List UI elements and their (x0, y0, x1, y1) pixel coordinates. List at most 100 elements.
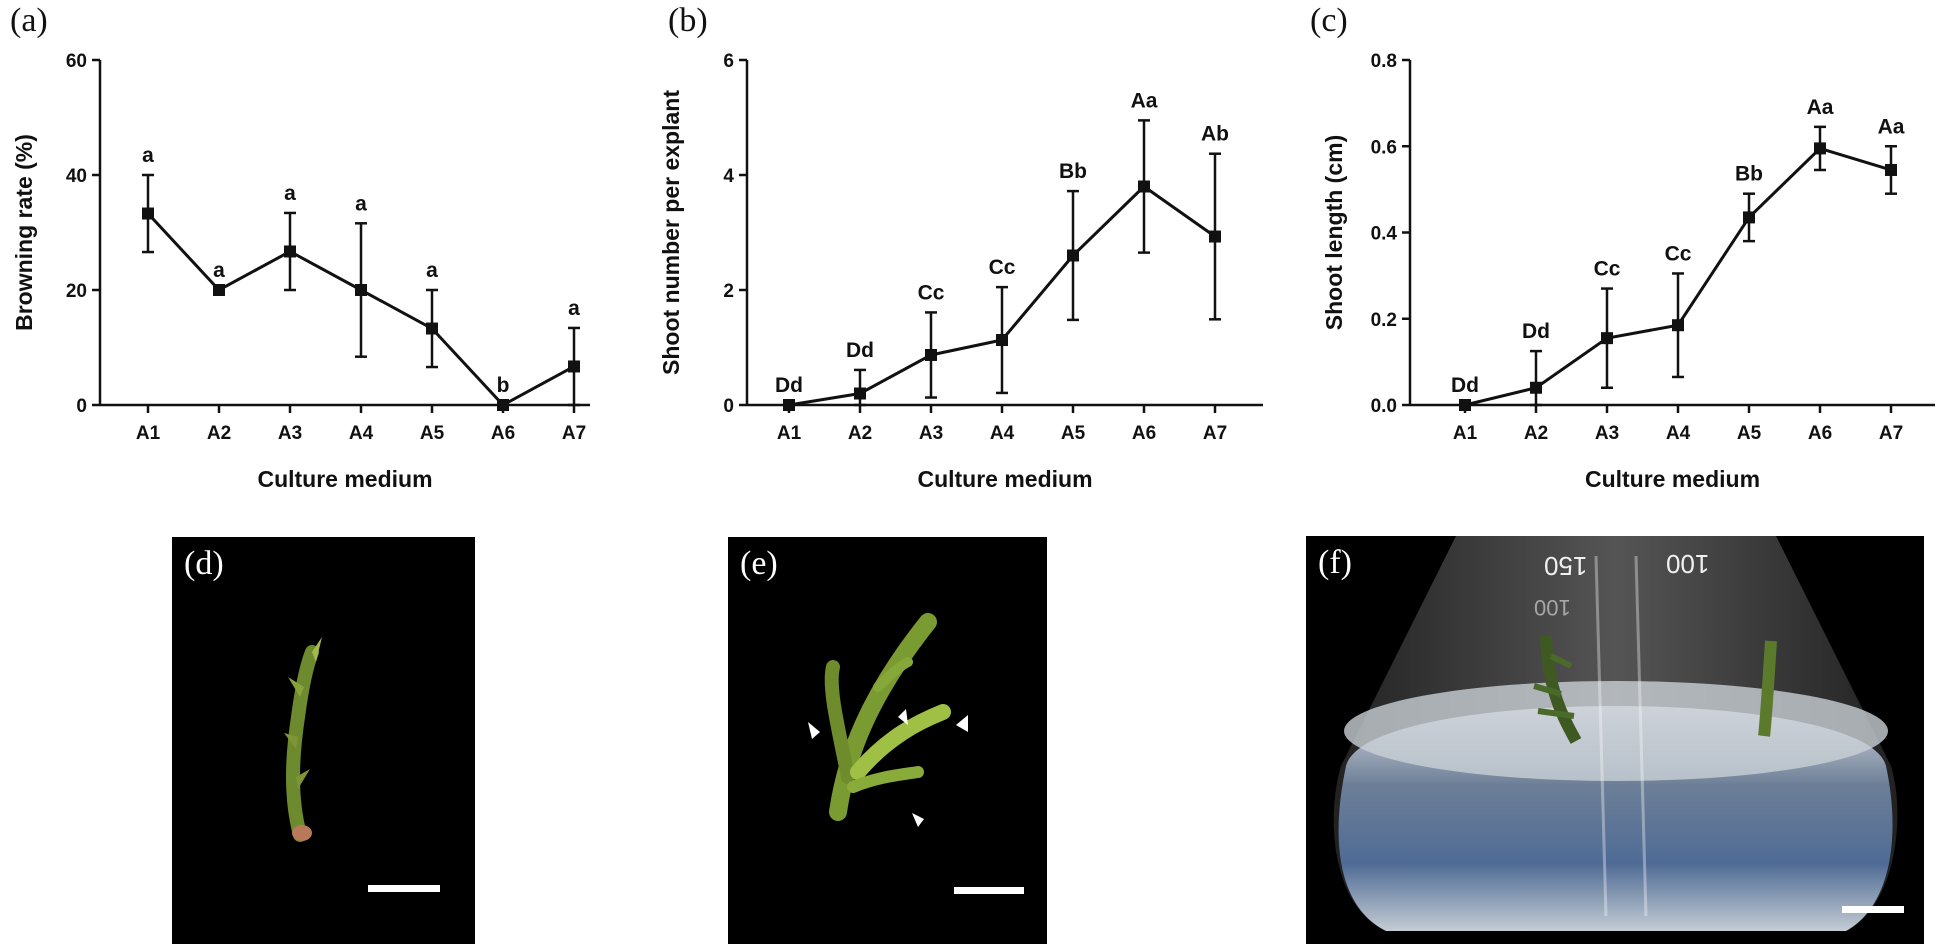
y-tick-label: 60 (66, 51, 87, 72)
significance-label: Cc (1594, 258, 1621, 281)
x-tick-label: A7 (562, 423, 586, 444)
significance-label: Dd (846, 339, 874, 362)
data-point (1814, 142, 1826, 155)
significance-label: Ab (1201, 123, 1229, 146)
y-tick-label: 0.4 (1371, 224, 1398, 245)
significance-label: Dd (1451, 374, 1479, 397)
photo-panel-d: (d) (172, 537, 475, 944)
y-tick-label: 2 (723, 281, 734, 302)
x-tick-label: A6 (491, 423, 515, 444)
flask-marking-150: 150 (1544, 551, 1588, 581)
x-tick-label: A1 (777, 423, 802, 444)
data-point (1530, 381, 1542, 394)
y-tick-label: 0.0 (1371, 396, 1397, 417)
significance-label: Aa (1131, 89, 1158, 112)
data-point (213, 284, 225, 296)
scale-bar-f (1842, 906, 1904, 913)
flask-marking-100: 100 (1666, 549, 1710, 579)
significance-label: Dd (1522, 320, 1550, 343)
x-tick-label: A7 (1203, 423, 1227, 444)
y-tick-label: 4 (723, 166, 734, 187)
y-axis-title: Browning rate (%) (11, 134, 37, 331)
x-tick-label: A3 (919, 423, 943, 444)
significance-label: Cc (918, 281, 945, 304)
data-point (854, 387, 866, 400)
panel-label-b: (b) (668, 2, 708, 39)
significance-label: Bb (1735, 163, 1763, 186)
x-axis-title: Culture medium (257, 466, 432, 492)
y-tick-label: 40 (66, 166, 87, 187)
panel-label-c: (c) (1310, 2, 1348, 39)
y-tick-label: 0 (723, 396, 734, 417)
y-tick-label: 0 (76, 396, 87, 417)
data-point (996, 334, 1008, 347)
data-point (925, 348, 937, 361)
significance-label: Dd (775, 374, 803, 397)
chart-b: 0 2 4 6 A1 A2 A3 A4 A5 A6 A7 Culture medium Shoot nu… (658, 51, 1263, 492)
data-point (1885, 163, 1897, 176)
x-tick-label: A4 (1666, 423, 1691, 444)
x-axis-title: Culture medium (917, 466, 1092, 492)
significance-label: Aa (1878, 115, 1905, 138)
x-tick-label: A5 (1061, 423, 1086, 444)
significance-label: Cc (989, 256, 1016, 279)
data-point (568, 360, 580, 373)
chart-c: 0.0 0.2 0.4 0.6 0.8 A1 A2 A3 A4 A5 A6 A7 Culture med… (1321, 51, 1935, 492)
y-tick-label: 0.2 (1371, 310, 1397, 331)
significance-label: b (497, 374, 510, 397)
data-point (1601, 332, 1613, 345)
data-point (1067, 249, 1079, 262)
significance-label: Aa (1807, 96, 1834, 119)
panel-label-a: (a) (10, 2, 48, 39)
x-tick-label: A1 (1453, 423, 1478, 444)
scale-bar-d (368, 885, 440, 892)
y-tick-label: 6 (723, 51, 734, 72)
y-axis-title: Shoot number per explant (658, 90, 684, 375)
x-tick-label: A7 (1879, 423, 1903, 444)
data-point (1138, 180, 1150, 193)
data-point (1672, 319, 1684, 332)
data-point (142, 207, 154, 220)
data-point (497, 399, 509, 411)
y-axis-title: Shoot length (cm) (1321, 135, 1347, 330)
panel-label-d: (d) (184, 545, 224, 582)
panel-label-e: (e) (740, 545, 778, 582)
x-tick-label: A4 (349, 423, 374, 444)
photo-panel-f: (f) 150 100 100 (1306, 536, 1924, 944)
x-tick-label: A5 (1737, 423, 1762, 444)
x-tick-label: A2 (848, 423, 872, 444)
panel-label-f: (f) (1318, 544, 1352, 581)
significance-label: a (142, 144, 154, 167)
data-point (284, 245, 296, 258)
x-axis-title: Culture medium (1585, 466, 1760, 492)
x-tick-label: A2 (1524, 423, 1548, 444)
data-point (426, 322, 438, 335)
x-tick-label: A3 (278, 423, 302, 444)
significance-label: Cc (1665, 242, 1692, 265)
single-shoot-explant (284, 637, 322, 842)
x-tick-label: A3 (1595, 423, 1619, 444)
x-tick-label: A6 (1132, 423, 1156, 444)
x-tick-label: A1 (136, 423, 161, 444)
y-tick-label: 0.6 (1371, 137, 1397, 158)
x-tick-label: A6 (1808, 423, 1832, 444)
multi-shoot-cluster (808, 613, 968, 827)
scale-bar-e (954, 887, 1024, 894)
y-tick-label: 20 (66, 281, 87, 302)
significance-label: a (355, 192, 367, 215)
photo-panel-e: (e) (728, 537, 1047, 944)
x-tick-label: A2 (207, 423, 231, 444)
significance-label: Bb (1059, 160, 1087, 183)
significance-label: a (284, 182, 296, 205)
y-tick-label: 0.8 (1371, 51, 1397, 72)
chart-a: 0 20 40 60 A1 A2 A3 A4 A5 A6 A7 Culture medium Brown… (11, 51, 590, 492)
flask-marking-100b: 100 (1534, 595, 1571, 620)
data-point (1743, 211, 1755, 224)
data-point (1209, 230, 1221, 243)
data-point (1459, 399, 1471, 411)
data-point (783, 399, 795, 411)
significance-label: a (568, 297, 580, 320)
erlenmeyer-flask (1333, 536, 1898, 931)
x-tick-label: A5 (420, 423, 445, 444)
